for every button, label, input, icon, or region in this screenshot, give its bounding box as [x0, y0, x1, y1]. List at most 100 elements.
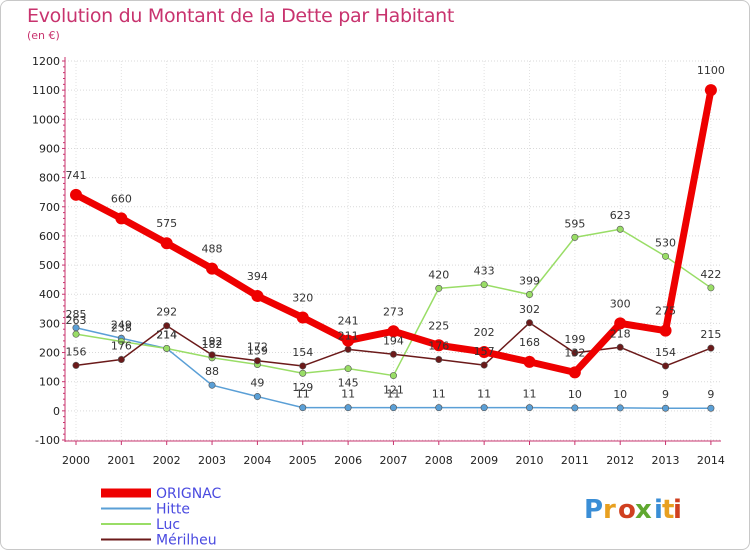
data-label: 132	[564, 346, 585, 359]
data-point	[571, 404, 579, 412]
y-tick-label: 1100	[32, 84, 60, 97]
data-point	[707, 404, 715, 412]
data-label: 422	[700, 268, 721, 281]
y-tick-label: 700	[39, 201, 60, 214]
data-point	[616, 225, 624, 233]
data-label: 172	[247, 341, 268, 354]
data-label: 420	[428, 268, 449, 281]
data-label: 575	[156, 217, 177, 230]
data-label: 214	[156, 328, 177, 341]
data-label: 159	[247, 344, 268, 357]
x-tick-label: 2006	[334, 454, 362, 467]
data-point	[163, 322, 171, 330]
data-point	[525, 291, 533, 299]
series-hitte	[72, 324, 715, 412]
data-point	[523, 355, 536, 368]
y-tick-label: 600	[39, 230, 60, 243]
data-label: 399	[519, 275, 540, 288]
logo-letter: o	[618, 495, 636, 525]
data-label: 154	[655, 346, 676, 359]
x-tick-label: 2014	[697, 454, 725, 467]
y-tick-label: 200	[39, 347, 60, 360]
data-point	[344, 345, 352, 353]
data-label: 238	[111, 321, 132, 334]
data-point	[525, 319, 533, 327]
data-point	[704, 84, 717, 97]
data-label: 11	[477, 388, 491, 401]
data-point	[299, 369, 307, 377]
data-point	[662, 362, 670, 370]
data-label: 595	[564, 217, 585, 230]
data-label: 241	[338, 315, 359, 328]
x-tick-label: 2013	[652, 454, 680, 467]
x-tick-label: 2009	[470, 454, 498, 467]
legend-label: Luc	[156, 517, 180, 533]
data-label: 285	[66, 308, 87, 321]
data-label: 1100	[697, 64, 725, 77]
x-tick-label: 2000	[62, 454, 90, 467]
data-point	[72, 361, 80, 369]
data-point	[253, 357, 261, 365]
x-tick-label: 2010	[516, 454, 544, 467]
y-tick-label: 1200	[32, 55, 60, 68]
data-point	[160, 237, 173, 250]
data-point	[568, 366, 581, 379]
legend-label: Mérilheu	[156, 533, 217, 549]
data-label: 249	[111, 318, 132, 331]
data-point	[480, 361, 488, 369]
data-point	[435, 284, 443, 292]
data-label: 215	[700, 328, 721, 341]
data-label: 202	[474, 326, 495, 339]
grid-lines	[65, 60, 721, 441]
data-point	[342, 334, 355, 347]
logo-letter: i	[673, 495, 682, 525]
data-label: 275	[655, 305, 676, 318]
data-point	[117, 356, 125, 364]
data-point	[70, 188, 82, 201]
data-label: 741	[66, 169, 87, 182]
data-point	[571, 233, 579, 241]
data-label: 156	[66, 345, 87, 358]
data-label: 292	[156, 306, 177, 319]
data-point	[344, 404, 352, 412]
data-label: 9	[662, 388, 669, 401]
data-point	[707, 284, 715, 292]
data-label: 530	[655, 236, 676, 249]
data-point	[525, 404, 533, 412]
data-label: 11	[523, 388, 537, 401]
y-tick-label: 1000	[32, 113, 60, 126]
x-tick-label: 2004	[243, 454, 271, 467]
data-point	[432, 339, 445, 352]
data-label: 263	[66, 314, 87, 327]
data-point	[251, 289, 264, 302]
x-tick-labels: 2000 2001 2002 2003 2004 2005 2006 2007 2008 2009…	[62, 441, 725, 467]
data-point	[72, 330, 80, 338]
data-label: 145	[338, 377, 359, 390]
data-label: 194	[383, 334, 404, 347]
data-label: 88	[205, 365, 219, 378]
data-point	[253, 393, 261, 401]
data-point	[435, 404, 443, 412]
data-point	[662, 252, 670, 260]
y-tick-label: -100	[35, 434, 60, 447]
data-label: 129	[292, 381, 313, 394]
data-label: 433	[474, 265, 495, 278]
data-label: 192	[202, 335, 223, 348]
chart-subtitle: (en €)	[27, 29, 60, 42]
data-label: 300	[610, 297, 631, 310]
data-point	[389, 404, 397, 412]
data-point	[389, 350, 397, 358]
x-tick-label: 2001	[107, 454, 135, 467]
data-point	[662, 404, 670, 412]
data-label: 49	[250, 377, 264, 390]
data-label: 11	[386, 388, 400, 401]
data-point	[344, 365, 352, 373]
data-label: 623	[610, 209, 631, 222]
logo-letter: i	[654, 495, 663, 525]
data-label: 10	[568, 388, 582, 401]
x-tick-label: 2008	[425, 454, 453, 467]
data-label: 11	[296, 388, 310, 401]
logo-letter: r	[603, 495, 616, 525]
